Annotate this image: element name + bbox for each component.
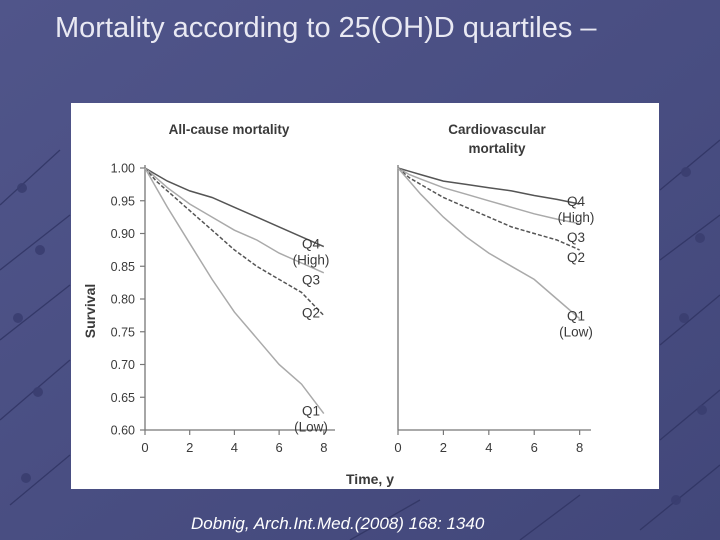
- allcause-series-q4-line: [144, 167, 325, 248]
- cardio-series-q4-label: (High): [558, 210, 595, 225]
- cardio-series-q4-line: [397, 167, 580, 205]
- allcause-chart-title: All-cause mortality: [169, 122, 290, 137]
- survival-charts: All-cause mortality 0 2 4 6 8 1.00 0.95 0.90 0.85…: [82, 122, 595, 487]
- allcause-series-q2-label: Q2: [302, 305, 320, 320]
- cardio-chart-title: mortality: [468, 141, 526, 156]
- slide-title: Mortality according to 25(OH)D quartiles…: [55, 12, 597, 44]
- cardio-series-q1-label: Q1: [567, 309, 585, 324]
- allcause-x-tick-label: 6: [276, 440, 283, 455]
- cardio-series-q3-line: [397, 167, 580, 225]
- cardio-series-q2-line: [397, 167, 580, 251]
- cardio-x-tick-label: 0: [394, 440, 401, 455]
- y-axis-label: Survival: [82, 284, 98, 338]
- allcause-y-tick-label: 0.70: [111, 358, 135, 372]
- cardio-x-tick-label: 6: [531, 440, 538, 455]
- allcause-series-q4-label: (High): [293, 253, 330, 268]
- allcause-y-tick-label: 0.80: [111, 293, 135, 307]
- cardio-series-q3-label: Q3: [567, 230, 585, 245]
- allcause-series-q1-label: Q1: [302, 404, 320, 419]
- allcause-x-tick-label: 4: [231, 440, 238, 455]
- allcause-x-tick-label: 0: [141, 440, 148, 455]
- allcause-x-tick-label: 2: [186, 440, 193, 455]
- citation: Dobnig, Arch.Int.Med.(2008) 168: 1340: [191, 514, 485, 533]
- cardio-series-q1-line: [397, 167, 581, 320]
- allcause-series-q3-line: [144, 167, 325, 274]
- allcause-series-q3-label: Q3: [302, 273, 320, 288]
- allcause-y-tick-label: 0.60: [111, 424, 135, 438]
- cardio-x-tick-label: 4: [485, 440, 492, 455]
- allcause-y-tick-label: 0.75: [111, 325, 135, 339]
- allcause-y-tick-label: 0.65: [111, 391, 135, 405]
- survival-figure: All-cause mortality 0 2 4 6 8 1.00 0.95 0.90 0.85…: [71, 103, 659, 489]
- allcause-x-tick-label: 8: [320, 440, 327, 455]
- allcause-y-tick-label: 0.95: [111, 194, 135, 208]
- allcause-y-tick-label: 0.90: [111, 227, 135, 241]
- cardio-series-q1-label: (Low): [559, 325, 593, 340]
- x-axis-label: Time, y: [346, 471, 394, 487]
- cardio-series-q2-label: Q2: [567, 250, 585, 265]
- allcause-series-q1-label: (Low): [294, 420, 328, 435]
- allcause-y-tick-label: 0.85: [111, 260, 135, 274]
- cardio-series-q4-label: Q4: [567, 194, 586, 209]
- allcause-series-q2-line: [144, 167, 325, 316]
- allcause-y-tick-label: 1.00: [111, 162, 135, 176]
- cardio-chart-title: Cardiovascular: [448, 122, 546, 137]
- allcause-series-q4-label: Q4: [302, 237, 321, 252]
- cardio-x-tick-label: 2: [440, 440, 447, 455]
- allcause-series-q1-line: [144, 167, 325, 415]
- cardio-x-tick-label: 8: [576, 440, 583, 455]
